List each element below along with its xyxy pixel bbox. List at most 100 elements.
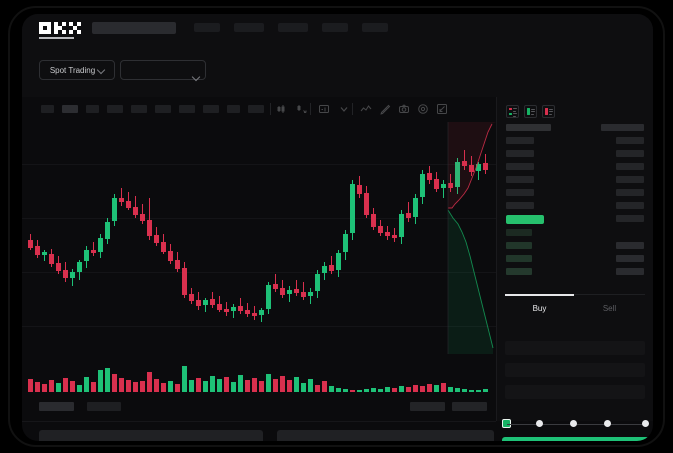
orderbook-row-ask-7-left[interactable] <box>506 202 534 209</box>
orderbook-row-ask-6-right[interactable] <box>616 189 644 196</box>
order-field-1[interactable] <box>505 341 645 355</box>
timeframe-5[interactable] <box>131 105 147 113</box>
timeframe-1[interactable] <box>41 105 54 113</box>
candlestick-chart-icon[interactable] <box>276 103 288 115</box>
timeframe-4[interactable] <box>107 105 123 113</box>
orderbook-mode-asks-icon[interactable] <box>542 105 555 118</box>
timeframe-10[interactable] <box>248 105 264 113</box>
volume-bar <box>301 383 306 392</box>
bottom-panel-left[interactable] <box>39 430 263 441</box>
volume-bar <box>329 386 334 392</box>
stepper-node-2[interactable] <box>570 420 577 427</box>
place-order-button[interactable] <box>502 437 650 441</box>
orderbook-row-bid-3-right[interactable] <box>616 255 644 262</box>
nav-item-5[interactable] <box>362 23 388 32</box>
candle-body <box>350 184 355 233</box>
chart-tab-2[interactable] <box>87 402 121 411</box>
volume-bar <box>56 383 61 392</box>
candle-body <box>168 251 173 261</box>
spot-trading-dropdown[interactable]: Spot Trading <box>39 60 115 80</box>
chart-tab-active[interactable] <box>39 402 74 411</box>
orderbook-row-ask-4-left[interactable] <box>506 163 534 170</box>
order-book-rows[interactable] <box>497 124 653 314</box>
volume-bar <box>315 385 320 392</box>
footer-button-1[interactable] <box>410 402 445 411</box>
tab-buy[interactable]: Buy <box>532 304 547 313</box>
indicators-icon[interactable] <box>318 103 330 115</box>
timeframe-6[interactable] <box>155 105 171 113</box>
volume-bar <box>35 382 40 392</box>
price-chart[interactable] <box>22 122 496 394</box>
candle-body <box>56 263 61 271</box>
volume-bar <box>112 374 117 392</box>
candle-body <box>399 214 404 237</box>
order-field-2[interactable] <box>505 363 645 377</box>
orderbook-row-bid-1-left[interactable] <box>506 229 532 236</box>
orderbook-row-bid-4-right[interactable] <box>616 268 644 275</box>
orderbook-row-ask-5-right[interactable] <box>616 176 644 183</box>
stepper-node-4[interactable] <box>642 420 649 427</box>
candle-body <box>322 266 327 273</box>
chart-type-dropdown-icon[interactable] <box>296 103 308 115</box>
orderbook-row-ask-2-left[interactable] <box>506 137 534 144</box>
candle-wick <box>275 274 276 292</box>
amount-percentage-stepper[interactable] <box>502 419 650 429</box>
nav-item-1[interactable] <box>194 23 220 32</box>
stepper-node-1[interactable] <box>536 420 543 427</box>
orderbook-row-spread-left[interactable] <box>506 215 544 224</box>
candle-body <box>336 253 341 270</box>
orderbook-row-bid-3-left[interactable] <box>506 255 532 262</box>
okx-logo[interactable] <box>39 22 81 34</box>
volume-bar <box>448 387 453 392</box>
active-tab-underline <box>39 37 74 39</box>
candle-body <box>98 238 103 252</box>
nav-item-2[interactable] <box>234 23 264 32</box>
stepper-node-3[interactable] <box>604 420 611 427</box>
footer-button-2[interactable] <box>452 402 487 411</box>
orderbook-row-ask-6-left[interactable] <box>506 189 534 196</box>
volume-bar <box>434 385 439 392</box>
volume-bar <box>203 381 208 392</box>
nav-item-3[interactable] <box>278 23 308 32</box>
volume-bar <box>147 372 152 392</box>
volume-bar <box>413 385 418 392</box>
volume-bar <box>406 387 411 392</box>
orderbook-row-spread-right[interactable] <box>616 215 644 222</box>
snapshot-camera-icon[interactable] <box>398 103 410 115</box>
timeframe-8[interactable] <box>203 105 219 113</box>
line-chart-icon[interactable] <box>360 103 372 115</box>
orderbook-row-ask-3-left[interactable] <box>506 150 534 157</box>
candle-body <box>231 307 236 311</box>
candle-body <box>392 235 397 238</box>
timeframe-9[interactable] <box>227 105 240 113</box>
search-input[interactable] <box>92 22 176 34</box>
timeframe-7[interactable] <box>179 105 195 113</box>
orderbook-mode-both-icon[interactable] <box>506 105 519 118</box>
candle-body <box>371 214 376 227</box>
orderbook-row-ask-1-right[interactable] <box>601 124 644 131</box>
orderbook-row-bid-2-right[interactable] <box>616 242 644 249</box>
fullscreen-icon[interactable] <box>436 103 448 115</box>
orderbook-row-ask-5-left[interactable] <box>506 176 534 183</box>
timeframe-3[interactable] <box>86 105 99 113</box>
timeframe-2[interactable] <box>62 105 78 113</box>
chart-settings-icon[interactable] <box>417 103 429 115</box>
bottom-panel-right[interactable] <box>277 430 494 441</box>
indicators-dropdown-icon[interactable] <box>338 103 350 115</box>
toolbar-divider <box>352 103 353 115</box>
trading-pair-select[interactable] <box>120 60 206 82</box>
order-field-3[interactable] <box>505 385 645 399</box>
orderbook-row-ask-2-right[interactable] <box>616 137 644 144</box>
orderbook-row-bid-4-left[interactable] <box>506 268 532 275</box>
orderbook-row-ask-1-left[interactable] <box>506 124 551 131</box>
orderbook-row-ask-4-right[interactable] <box>616 163 644 170</box>
drawing-tools-icon[interactable] <box>379 103 391 115</box>
volume-bar <box>217 379 222 392</box>
orderbook-row-bid-2-left[interactable] <box>506 242 532 249</box>
nav-item-4[interactable] <box>322 23 348 32</box>
orderbook-mode-bids-icon[interactable] <box>524 105 537 118</box>
orderbook-row-ask-3-right[interactable] <box>616 150 644 157</box>
tab-sell[interactable]: Sell <box>602 304 617 313</box>
orderbook-row-ask-7-right[interactable] <box>616 202 644 209</box>
candle-wick <box>296 280 297 296</box>
